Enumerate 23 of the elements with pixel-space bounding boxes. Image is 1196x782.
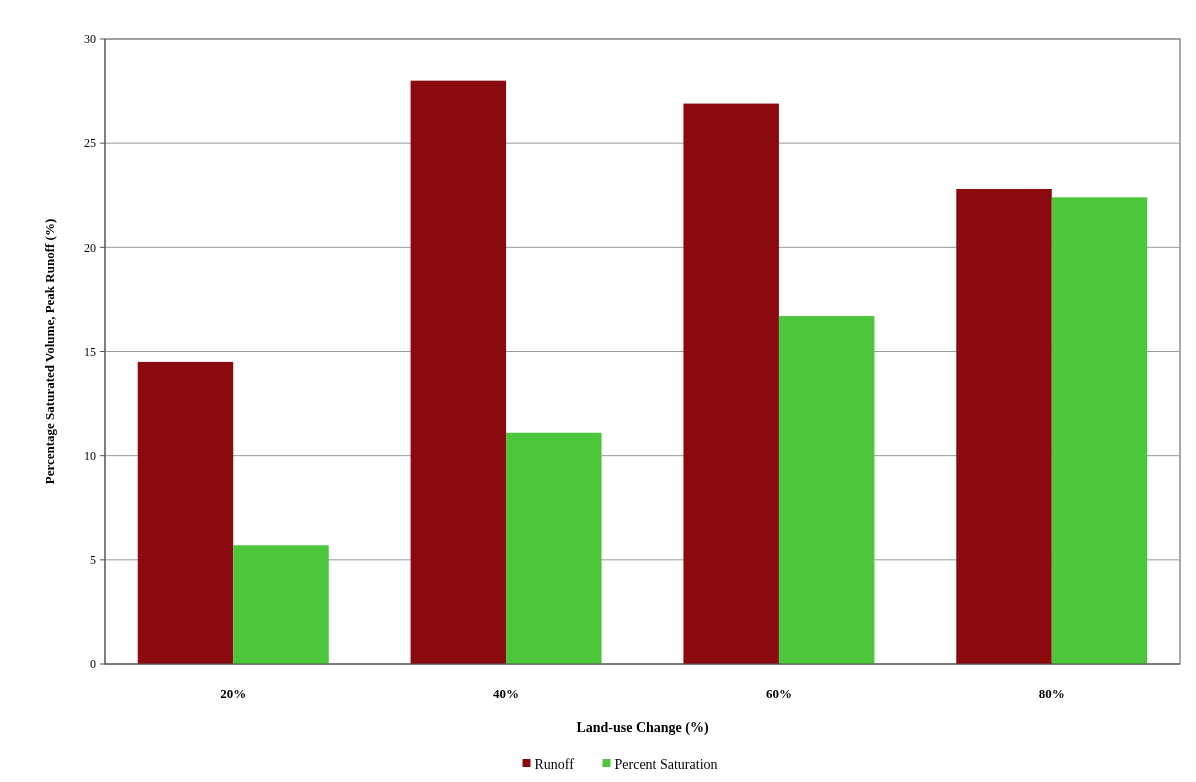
legend-label: Runoff [534, 756, 575, 772]
x-tick-label: 20% [220, 686, 247, 701]
y-tick-label: 25 [84, 136, 96, 151]
y-tick-label: 5 [90, 553, 96, 568]
x-tick-label: 60% [765, 686, 792, 701]
legend-label: Percent Saturation [614, 756, 718, 772]
bar [506, 432, 602, 664]
bar [683, 103, 779, 664]
x-tick-label: 40% [493, 686, 520, 701]
x-tick-label: 80% [1038, 686, 1065, 701]
bar [233, 545, 329, 664]
y-tick-label: 10 [84, 448, 96, 463]
bar [956, 189, 1052, 664]
y-tick-label: 30 [84, 32, 96, 47]
y-tick-label: 20 [84, 240, 96, 255]
y-axis-title: Percentage Saturated Volume, Peak Runoff (%) [42, 218, 57, 485]
bar [1051, 197, 1148, 664]
y-tick-label: 0 [90, 657, 96, 672]
y-tick-label: 15 [84, 344, 96, 359]
bar [778, 316, 875, 664]
bar [137, 361, 234, 664]
bar [410, 80, 507, 664]
x-axis-title: Land-use Change (%) [576, 720, 709, 736]
